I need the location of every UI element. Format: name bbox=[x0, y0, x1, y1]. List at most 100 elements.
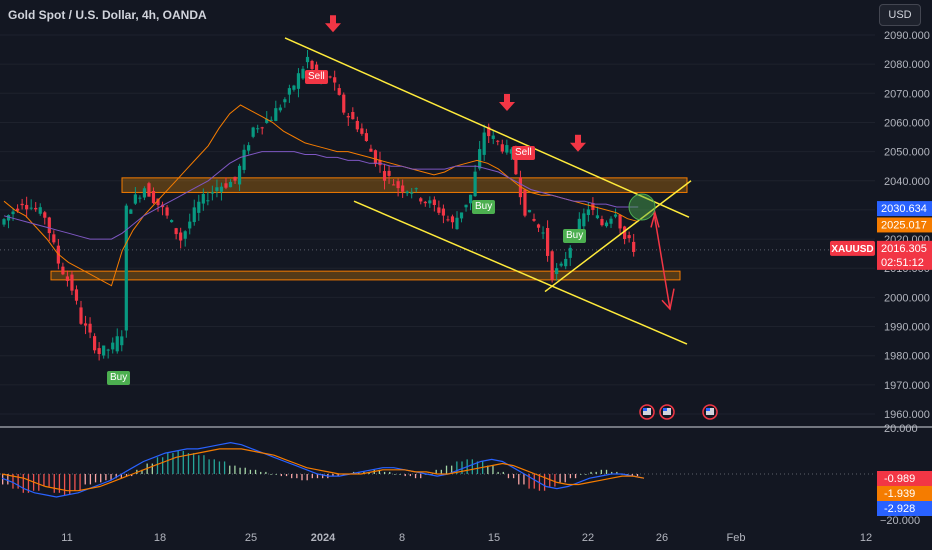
candle-body bbox=[310, 60, 314, 69]
time-axis[interactable]: 11 18 25 2024 8 15 22 26 Feb 12 bbox=[61, 532, 872, 544]
histogram-bar bbox=[187, 453, 190, 474]
price-tick-label: 1960.000 bbox=[884, 409, 930, 421]
histogram-bar bbox=[162, 457, 164, 474]
candle bbox=[491, 130, 495, 145]
candle-body bbox=[604, 222, 609, 227]
candle bbox=[165, 205, 169, 219]
histogram-bar bbox=[337, 474, 339, 477]
histogram-bar bbox=[445, 465, 448, 474]
us-flag-event-icon bbox=[659, 404, 675, 420]
breakout-circle bbox=[628, 193, 656, 221]
candle-body bbox=[269, 119, 273, 121]
candle bbox=[142, 186, 147, 201]
indicator-tick-label: 20.000 bbox=[884, 423, 918, 435]
candle-body bbox=[79, 307, 83, 324]
candle-body bbox=[595, 215, 600, 219]
histogram-bar bbox=[110, 474, 112, 481]
buy-signal-tag: Buy bbox=[472, 200, 496, 214]
candle bbox=[441, 204, 446, 224]
candle-body bbox=[115, 336, 119, 352]
time-tick-label: 25 bbox=[245, 532, 257, 544]
histogram-bar bbox=[265, 471, 267, 474]
candle-body bbox=[564, 258, 568, 267]
flag-canton bbox=[643, 408, 647, 411]
candle bbox=[364, 128, 368, 142]
candle bbox=[292, 84, 296, 92]
candle bbox=[174, 227, 178, 240]
candle bbox=[333, 70, 337, 91]
histogram-bar bbox=[218, 461, 221, 474]
candle-body bbox=[423, 201, 427, 204]
candle-body bbox=[6, 215, 11, 221]
candle bbox=[287, 84, 291, 103]
trend-lines bbox=[284, 37, 718, 420]
candle-body bbox=[151, 190, 156, 204]
candle-body bbox=[292, 85, 296, 90]
histogram-bar bbox=[574, 474, 577, 479]
candle bbox=[147, 181, 151, 197]
histogram-bar bbox=[53, 474, 55, 493]
candle-body bbox=[536, 224, 541, 228]
ma-blue-line bbox=[3, 151, 639, 240]
price-label: 2025.017 bbox=[877, 217, 932, 233]
candle-body bbox=[396, 181, 400, 189]
price-axis[interactable]: 1960.000 1970.000 1980.000 1990.000 2000.000… bbox=[830, 30, 932, 527]
candle-body bbox=[43, 212, 47, 218]
histogram-bar bbox=[600, 469, 603, 474]
candle-body bbox=[541, 232, 545, 234]
candle bbox=[179, 227, 183, 249]
price-label-text: 02:51:12 bbox=[881, 257, 924, 269]
histogram-bar bbox=[507, 474, 510, 479]
candle-body bbox=[93, 336, 97, 351]
arrow-head bbox=[325, 23, 341, 33]
histogram-bar bbox=[404, 474, 406, 477]
candle bbox=[61, 262, 65, 276]
candle-body bbox=[482, 132, 486, 155]
indicator-price-label-text: -2.928 bbox=[884, 503, 915, 515]
candle bbox=[210, 185, 214, 201]
candle bbox=[233, 176, 237, 185]
candle bbox=[256, 124, 260, 133]
candle-body bbox=[600, 219, 604, 226]
candle-body bbox=[428, 200, 432, 204]
histogram-bar bbox=[84, 474, 86, 485]
candle-body bbox=[287, 88, 291, 95]
price-label-bg bbox=[877, 217, 932, 233]
candle-body bbox=[577, 218, 581, 230]
candle bbox=[260, 126, 264, 135]
candle bbox=[201, 188, 205, 211]
candle bbox=[496, 139, 500, 146]
histogram-bar bbox=[2, 474, 4, 485]
candle bbox=[405, 190, 409, 197]
candle bbox=[396, 178, 400, 197]
candle bbox=[206, 191, 210, 206]
histogram-bar bbox=[63, 474, 66, 495]
currency-button[interactable]: USD bbox=[879, 4, 921, 26]
arrow-shaft bbox=[330, 15, 336, 25]
candle-body bbox=[70, 274, 74, 291]
candle bbox=[482, 124, 486, 161]
candle-body bbox=[34, 207, 38, 210]
candle bbox=[25, 196, 29, 218]
histogram-bar bbox=[616, 471, 618, 474]
candle-body bbox=[2, 219, 6, 225]
price-label-text: 2030.634 bbox=[881, 203, 927, 215]
candle-body bbox=[174, 228, 178, 235]
candle bbox=[536, 223, 541, 233]
candle bbox=[342, 92, 346, 115]
candle-body bbox=[147, 183, 151, 197]
buy-signal-tag: Buy bbox=[563, 229, 587, 243]
candle bbox=[487, 123, 491, 144]
candle bbox=[464, 204, 468, 212]
histogram-bar bbox=[115, 474, 117, 479]
resistance-zone bbox=[121, 177, 688, 193]
histogram-bar bbox=[239, 467, 241, 474]
histogram-bar bbox=[456, 461, 458, 474]
candle-body bbox=[97, 348, 101, 355]
histogram-bar bbox=[301, 474, 303, 481]
histogram-bar bbox=[12, 474, 14, 489]
indicator-price-label-text: -1.939 bbox=[884, 488, 915, 500]
histogram-bar bbox=[311, 474, 313, 479]
candle-body bbox=[165, 207, 169, 216]
